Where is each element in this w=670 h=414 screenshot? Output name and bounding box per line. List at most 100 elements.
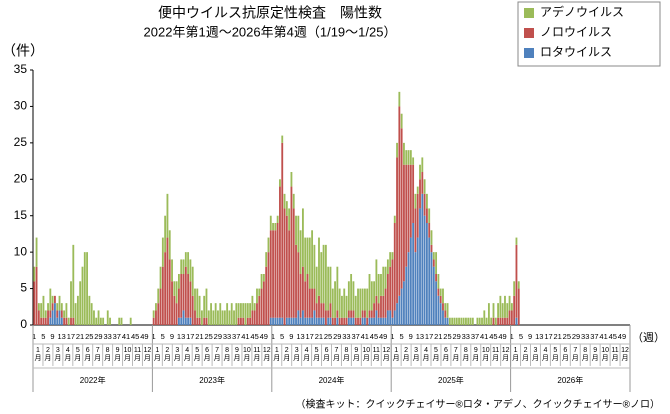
year-label: 2025年 [438,375,464,385]
bar-segment [354,295,357,318]
month-label: 2月 [44,347,52,362]
month-label: 2月 [283,347,291,362]
bar-segment [327,310,330,318]
bar-segment [506,317,509,325]
bar-segment [253,303,256,311]
bar-segment [343,288,346,318]
bar-segment [508,295,511,311]
bar-segment [458,317,460,325]
bar-segment [437,295,440,325]
bar-segment [228,310,231,325]
bar-segment [405,164,408,267]
x-tick-label: 29 [452,332,460,341]
bar-segment [510,310,513,325]
bar-segment [42,295,45,318]
bar-segment [196,288,199,318]
legend-label: アデノウイルス [540,4,624,19]
bar-segment [363,288,366,311]
x-tick-label: 29 [572,332,580,341]
bar-segment [384,288,387,318]
x-tick-label: 13 [535,332,543,341]
bar-segment [396,303,398,325]
bar-segment [494,317,497,325]
bar-segment [432,259,435,267]
month-label: 12月 [382,347,391,362]
bar-segment [258,288,261,296]
bar-segment [432,252,435,260]
x-tick-label: 17 [306,332,314,341]
bar-segment [47,310,49,325]
x-tick-label: 45 [609,332,617,341]
bar-segment [35,237,38,267]
bar-segment [60,310,63,318]
x-tick-label: 37 [471,332,479,341]
x-tick-label: 25 [563,332,571,341]
x-tick-label: 13 [177,332,185,341]
bar-segment [370,281,373,311]
x-tick-label: 1 [32,332,36,341]
x-tick-label: 33 [581,332,589,341]
bar-segment [510,303,513,311]
bar-segment [423,215,426,325]
bar-segment [437,274,440,289]
month-label: 12月 [143,347,152,362]
month-label: 9月 [472,347,480,362]
bar-segment [412,223,415,325]
bar-segment [262,281,265,325]
bar-segment [187,252,190,274]
bar-segment [435,274,438,282]
x-tick-label: 1 [151,332,155,341]
bar-segment [370,310,373,318]
bar-segment [235,303,238,325]
month-label: 12月 [262,347,271,362]
month-label: 3月 [412,347,420,362]
bar-segment [272,230,274,318]
month-label: 5月 [313,347,321,362]
bar-segment [203,317,206,325]
bar-segment [357,288,359,318]
bar-segment [421,157,424,172]
bar-segment [382,317,385,325]
bar-segment [304,237,307,282]
x-tick-label: 13 [296,332,304,341]
month-label: 5月 [193,347,201,362]
bar-segment [269,317,272,325]
bar-segment [269,215,272,231]
bar-segment [306,317,309,325]
bar-segment [386,274,389,311]
bar-segment [237,317,240,325]
bar-segment [242,303,245,318]
year-label: 2023年 [199,375,225,385]
bar-segment [375,295,378,311]
x-tick-label: 25 [443,332,451,341]
bar-segment [437,288,440,296]
month-label: 10月 [123,347,132,362]
month-label: 1月 [392,347,400,362]
bar-segment [184,317,187,325]
bar-segment [155,303,157,311]
bar-segment [311,288,314,318]
bar-segment [86,252,88,325]
bar-segment [389,266,392,311]
month-label: 4月 [183,347,191,362]
x-tick-label: 17 [186,332,194,341]
bar-segment [56,310,59,318]
bar-segment [400,113,403,129]
bar-segment [341,317,343,325]
x-tick-label: 5 [161,332,165,341]
bar-segment [350,274,353,311]
legend-label: ロタウイルス [540,45,612,59]
month-label: 10月 [362,347,371,362]
x-tick-label: 37 [351,332,359,341]
bar-segment [299,317,302,325]
bar-segment [382,266,385,296]
bar-segment [334,317,336,325]
month-label: 12月 [501,347,510,362]
x-tick-label: 9 [289,332,293,341]
bar-segment [412,164,415,223]
bar-segment [439,295,442,304]
x-tick-label: 49 [379,332,387,341]
bar-segment [501,303,504,318]
bar-segment [366,317,369,325]
